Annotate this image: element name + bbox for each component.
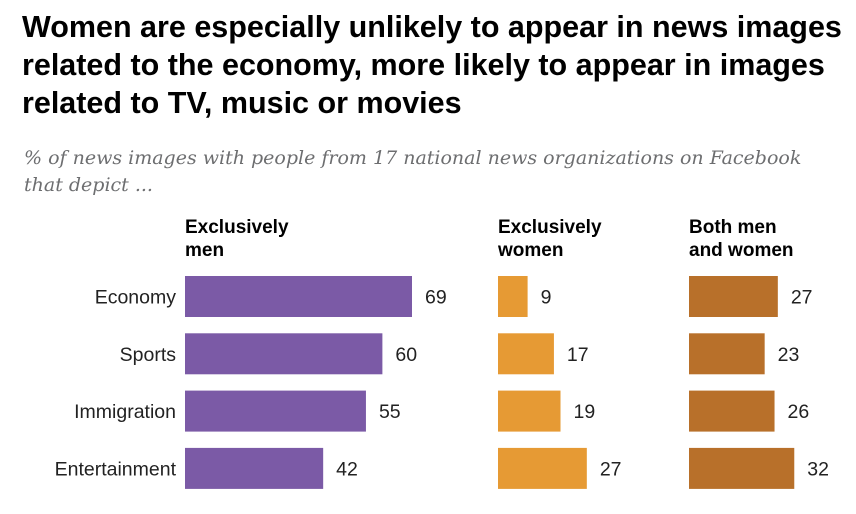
value-label-exclusively-women-entertainment: 27	[600, 458, 622, 480]
bar-exclusively-men-sports	[185, 333, 383, 375]
value-label-exclusively-women-economy: 9	[541, 287, 552, 309]
series-header-line: men	[185, 240, 225, 261]
bar-both-men-and-women-entertainment	[689, 447, 795, 489]
bar-both-men-and-women-immigration	[689, 390, 775, 432]
category-label-entertainment: Entertainment	[55, 458, 177, 480]
bar-exclusively-women-immigration	[498, 390, 561, 432]
category-label-immigration: Immigration	[74, 401, 176, 423]
value-label-both-men-and-women-sports: 23	[778, 344, 800, 366]
value-label-exclusively-men-entertainment: 42	[336, 458, 358, 480]
series-header-line: and women	[689, 240, 794, 261]
category-label-sports: Sports	[120, 344, 177, 366]
value-label-both-men-and-women-economy: 27	[791, 287, 813, 309]
series-header-line: Exclusively	[185, 217, 289, 238]
chart-subtitle: % of news images with people from 17 nat…	[24, 147, 802, 196]
series-header-line: Both men	[689, 217, 777, 238]
bar-exclusively-women-sports	[498, 333, 554, 375]
series-header-exclusively-men: Exclusively men	[185, 216, 289, 262]
bar-exclusively-men-immigration	[185, 390, 366, 432]
bar-exclusively-women-entertainment	[498, 447, 587, 489]
series-header-line: Exclusively	[498, 217, 602, 238]
value-label-exclusively-women-immigration: 19	[574, 401, 596, 423]
series-header-line: women	[498, 240, 564, 261]
series-header-exclusively-women: Exclusively women	[498, 216, 602, 262]
value-label-exclusively-men-immigration: 55	[379, 401, 401, 423]
bar-exclusively-men-economy	[185, 276, 412, 317]
value-label-both-men-and-women-entertainment: 32	[807, 458, 829, 480]
category-label-economy: Economy	[95, 287, 177, 309]
bar-both-men-and-women-economy	[689, 276, 778, 317]
value-label-exclusively-women-sports: 17	[567, 344, 589, 366]
bar-exclusively-women-economy	[498, 276, 528, 317]
chart-title: Women are especially unlikely to appear …	[22, 10, 842, 120]
value-label-exclusively-men-economy: 69	[425, 287, 447, 309]
series-header-both-men-and-women: Both men and women	[689, 216, 794, 262]
bar-exclusively-men-entertainment	[185, 447, 324, 489]
value-label-exclusively-men-sports: 60	[395, 344, 417, 366]
bar-both-men-and-women-sports	[689, 333, 765, 375]
value-label-both-men-and-women-immigration: 26	[788, 401, 810, 423]
